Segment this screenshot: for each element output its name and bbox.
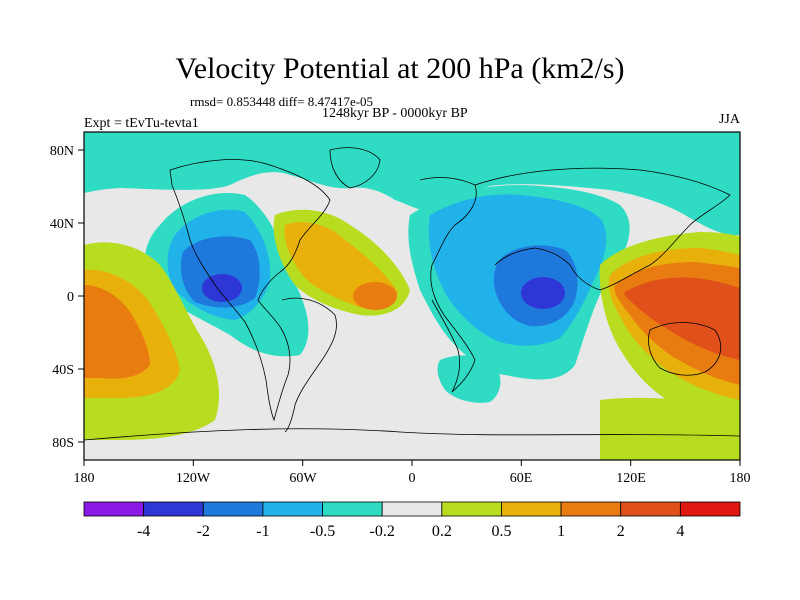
colorbar-swatch	[381, 501, 443, 517]
arctic-negative-band	[84, 132, 740, 236]
colorbar-swatch	[262, 501, 323, 517]
colorbar-label: -4	[137, 523, 150, 540]
greenland-coast	[329, 147, 381, 189]
colorbar-swatch	[83, 501, 145, 517]
colorbar-label: 4	[676, 523, 684, 540]
stats-label: rmsd= 0.853448 diff= 8.47417e-05	[190, 94, 374, 109]
axis-ticks	[78, 149, 741, 466]
colorbar-label: 0.2	[432, 523, 452, 540]
colorbar-swatch	[560, 501, 622, 517]
colorbar-swatch	[620, 501, 681, 517]
colorbar-label: 1	[557, 523, 565, 540]
south-america-coast	[281, 297, 337, 433]
coastlines	[84, 147, 740, 441]
lon-label: 60W	[289, 471, 317, 486]
lat-label: 40N	[50, 217, 74, 232]
period-label: 1248kyr BP - 0000kyr BP	[322, 106, 468, 121]
east-pacific-positive-lobe-3	[84, 285, 150, 379]
north-america-coast	[169, 159, 331, 422]
contour-field	[84, 132, 740, 460]
antarctica-coast	[84, 428, 740, 441]
lon-label: 120W	[176, 471, 211, 486]
experiment-label: Expt = tEvTu-tevta1	[84, 116, 199, 131]
lon-label: 180	[74, 471, 95, 486]
colorbar-label: -0.2	[370, 523, 395, 540]
atlantic-positive-core	[353, 282, 397, 310]
colorbar-label: -1	[256, 523, 269, 540]
latitude-labels: 80N 40N 0 40S 80S	[50, 144, 74, 451]
colorbar-swatch	[679, 501, 741, 517]
colorbar-swatch	[501, 501, 562, 517]
lon-label: 0	[409, 471, 416, 486]
lat-label: 80S	[52, 436, 74, 451]
asia-coast	[474, 167, 731, 291]
colorbar-swatch	[322, 501, 383, 517]
australia-coast	[648, 322, 722, 376]
colorbar-label: -0.5	[310, 523, 335, 540]
europe-africa-coast	[419, 177, 477, 393]
longitude-labels: 180 120W 60W 0 60E 120E 180	[74, 471, 751, 486]
west-pacific-positive-core	[624, 277, 740, 360]
colorbar	[83, 501, 741, 517]
colorbar-labels: -4 -2 -1 -0.5 -0.2 0.2 0.5 1 2 4	[137, 523, 684, 540]
lon-label: 180	[730, 471, 751, 486]
colorbar-swatch	[441, 501, 502, 517]
lat-label: 40S	[52, 363, 74, 378]
map-title: Velocity Potential at 200 hPa (km2/s)	[175, 52, 625, 85]
lon-label: 60E	[510, 471, 533, 486]
season-label: JJA	[718, 112, 740, 127]
colorbar-label: -2	[197, 523, 210, 540]
colorbar-label: 2	[617, 523, 625, 540]
lat-label: 80N	[50, 144, 74, 159]
southern-positive-band	[600, 397, 740, 460]
lat-label: 0	[67, 290, 74, 305]
colorbar-label: 0.5	[491, 523, 511, 540]
americas-negative-core	[202, 274, 242, 302]
lon-label: 120E	[616, 471, 646, 486]
colorbar-swatch	[202, 501, 264, 517]
africa-negative-core	[521, 277, 565, 309]
colorbar-swatch	[143, 501, 204, 517]
